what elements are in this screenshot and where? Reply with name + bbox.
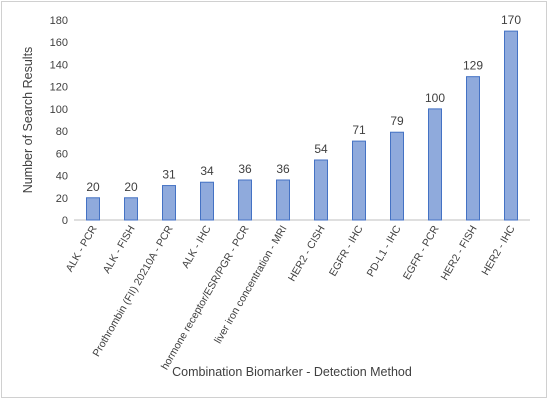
data-label: 71 bbox=[352, 123, 366, 137]
bar bbox=[276, 179, 290, 221]
data-label: 54 bbox=[314, 142, 328, 156]
y-tick-label: 60 bbox=[56, 148, 68, 160]
data-label: 129 bbox=[463, 59, 483, 73]
data-label: 170 bbox=[501, 13, 521, 27]
data-label: 20 bbox=[86, 180, 100, 194]
data-label: 79 bbox=[390, 114, 404, 128]
y-tick-label: 0 bbox=[62, 215, 68, 227]
x-tick-label: EGFR - IHC bbox=[327, 223, 366, 278]
x-tick-label: ALK - FISH bbox=[101, 224, 138, 276]
y-tick-label: 40 bbox=[56, 171, 68, 183]
data-labels: 20 20 31 34 36 36 54 71 79 100 129 170 bbox=[86, 13, 521, 194]
y-tick-label: 180 bbox=[50, 15, 68, 27]
bar bbox=[466, 76, 480, 221]
x-tick-label: HER2 - CISH bbox=[286, 224, 328, 284]
x-axis-title: Combination Biomarker - Detection Method bbox=[172, 365, 412, 379]
x-tick-label: ALK - PCR bbox=[64, 223, 100, 274]
bar bbox=[162, 185, 176, 221]
y-tick-label: 80 bbox=[56, 126, 68, 138]
x-tick-label: PD-L1 - IHC bbox=[365, 223, 404, 279]
x-tick-label: ALK - IHC bbox=[180, 223, 214, 270]
data-label: 34 bbox=[200, 164, 214, 178]
bar bbox=[238, 179, 252, 221]
bar bbox=[314, 159, 328, 221]
bar bbox=[428, 108, 442, 221]
data-label: 36 bbox=[276, 162, 290, 176]
y-tick-label: 140 bbox=[50, 59, 68, 71]
y-tick-label: 160 bbox=[50, 37, 68, 49]
y-axis-ticks: 0 20 40 60 80 100 120 140 160 180 bbox=[50, 15, 68, 227]
data-label: 20 bbox=[124, 180, 138, 194]
bar bbox=[352, 140, 366, 221]
bars bbox=[86, 30, 518, 221]
bar bbox=[200, 181, 214, 221]
x-tick-label: Prothrombin (FII) 20210A - PCR bbox=[91, 223, 176, 359]
data-label: 100 bbox=[425, 91, 445, 105]
y-tick-label: 20 bbox=[56, 193, 68, 205]
data-label: 36 bbox=[238, 162, 252, 176]
x-tick-label: EGFR - PCR bbox=[401, 223, 442, 282]
data-label: 31 bbox=[162, 168, 176, 182]
bar bbox=[390, 131, 404, 221]
bar bbox=[124, 197, 138, 221]
bar bbox=[86, 197, 100, 221]
y-tick-label: 120 bbox=[50, 82, 68, 94]
x-tick-label: HER2 - IHC bbox=[479, 223, 517, 277]
bar bbox=[504, 30, 518, 221]
y-axis-title: Number of Search Results bbox=[21, 47, 35, 194]
x-tick-label: liver iron concentration - MRI bbox=[212, 224, 290, 346]
y-tick-label: 100 bbox=[50, 104, 68, 116]
x-tick-label: HER2 - FISH bbox=[439, 224, 480, 283]
